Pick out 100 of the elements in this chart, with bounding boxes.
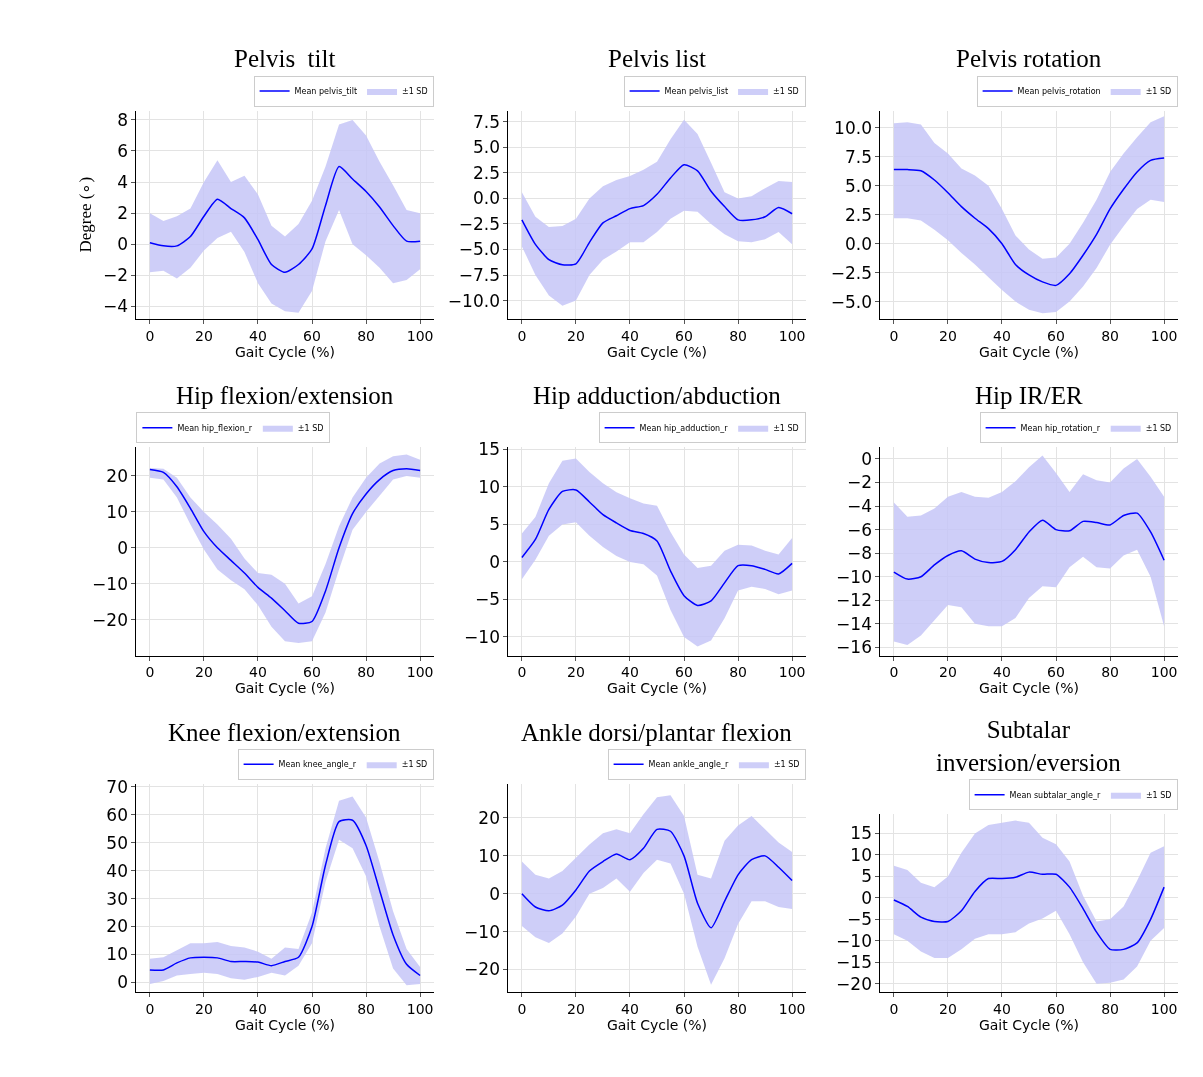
x-tick-label: 100 <box>1150 1001 1178 1018</box>
x-tick-label: 0 <box>889 327 899 344</box>
x-tick-label: 40 <box>993 1001 1011 1018</box>
legend-label: Mean ankle_angle_r <box>648 760 729 770</box>
x-tick-label: 100 <box>1150 327 1178 344</box>
y-tick-label: 10 <box>478 845 500 866</box>
legend-label: ±1 SD <box>297 423 324 433</box>
y-tick-label: 60 <box>106 804 128 825</box>
y-tick-label: −14 <box>836 613 872 634</box>
x-tick-label: 60 <box>675 1001 693 1018</box>
y-tick-label: −5 <box>846 909 872 930</box>
y-tick-label: −4 <box>846 496 872 517</box>
x-tick-label: 20 <box>939 1001 957 1018</box>
y-tick-label: 40 <box>106 860 128 881</box>
line-series <box>149 165 421 274</box>
y-tick-label: −2 <box>846 472 872 493</box>
x-axis-title: Gait Cycle (%) <box>606 1017 708 1034</box>
legend-label: Mean knee_angle_r <box>278 760 357 770</box>
x-tick-label: 80 <box>357 1001 375 1018</box>
y-tick-label: 2.5 <box>844 204 872 225</box>
x-tick-label: 20 <box>195 1001 213 1018</box>
x-tick-label: 100 <box>778 327 806 344</box>
x-tick-label: 100 <box>778 1001 806 1018</box>
x-tick-label: 20 <box>195 327 213 344</box>
y-tick-label: 6 <box>117 140 128 161</box>
x-tick-label: 80 <box>1101 664 1119 681</box>
x-axis-title: Gait Cycle (%) <box>606 680 708 697</box>
y-tick-label: 20 <box>106 465 128 486</box>
x-tick-label: 40 <box>621 327 639 344</box>
x-tick-label: 80 <box>729 327 747 344</box>
line-series <box>893 157 1165 287</box>
x-tick-label: 80 <box>357 327 375 344</box>
x-axis-title: Gait Cycle (%) <box>606 343 708 360</box>
legend-label: Mean pelvis_tilt <box>294 87 358 97</box>
y-tick-label: 30 <box>106 888 128 909</box>
y-tick-label: 4 <box>117 172 128 193</box>
legend-label: ±1 SD <box>773 87 799 97</box>
y-tick-label: 0 <box>861 448 872 469</box>
y-tick-label: 0.0 <box>844 233 872 254</box>
x-axis-title: Gait Cycle (%) <box>978 680 1080 697</box>
y-tick-label: −5.0 <box>830 291 872 312</box>
y-tick-label: 7.5 <box>472 111 500 132</box>
y-tick-label: 8 <box>117 109 128 130</box>
y-tick-label: 2 <box>117 203 128 224</box>
chart-title: Pelvis rotation <box>956 45 1102 72</box>
x-tick-label: 60 <box>675 664 693 681</box>
y-axis-title: Degree (∘) <box>76 176 96 253</box>
x-tick-label: 60 <box>675 327 693 344</box>
y-tick-label: −10 <box>836 930 872 951</box>
x-tick-label: 80 <box>1101 1001 1119 1018</box>
y-tick-label: −2.5 <box>830 262 872 283</box>
y-tick-label: −10.0 <box>447 290 500 311</box>
legend-label: ±1 SD <box>401 760 428 770</box>
y-tick-label: 0 <box>489 883 500 904</box>
line-series <box>893 871 1165 951</box>
y-tick-label: −6 <box>846 519 872 540</box>
legend-label: ±1 SD <box>1145 790 1172 800</box>
legend-label: ±1 SD <box>402 87 428 97</box>
y-tick-label: 10 <box>106 944 128 965</box>
y-tick-label: 0 <box>861 887 872 908</box>
x-tick-label: 100 <box>406 1001 434 1018</box>
y-tick-label: −2.5 <box>458 213 500 234</box>
x-tick-label: 40 <box>249 1001 267 1018</box>
y-tick-label: 15 <box>850 823 872 844</box>
x-axis-title: Gait Cycle (%) <box>234 680 336 697</box>
x-tick-label: 40 <box>621 1001 639 1018</box>
x-tick-label: 0 <box>145 327 155 344</box>
y-tick-label: −5 <box>474 589 500 610</box>
x-tick-label: 0 <box>889 664 899 681</box>
y-tick-label: −15 <box>836 952 872 973</box>
x-tick-label: 20 <box>195 664 213 681</box>
line-series <box>521 828 793 929</box>
y-tick-label: −12 <box>836 590 872 611</box>
x-tick-label: 0 <box>145 664 155 681</box>
chart-title: Knee flexion/extension <box>168 719 402 746</box>
y-tick-label: −10 <box>464 921 500 942</box>
legend-label: Mean hip_flexion_r <box>177 423 253 433</box>
y-tick-label: 20 <box>106 916 128 937</box>
chart-title: Pelvis tilt <box>234 45 336 72</box>
x-tick-label: 40 <box>993 327 1011 344</box>
y-tick-label: 20 <box>478 807 500 828</box>
x-tick-label: 60 <box>1047 664 1065 681</box>
legend-label: ±1 SD <box>773 423 799 433</box>
y-tick-label: −10 <box>464 626 500 647</box>
y-tick-label: 15 <box>478 439 500 460</box>
x-tick-label: 100 <box>1150 664 1178 681</box>
y-tick-label: −2 <box>102 265 128 286</box>
x-axis-title: Gait Cycle (%) <box>978 343 1080 360</box>
y-tick-label: −8 <box>846 543 872 564</box>
legend-label: ±1 SD <box>1145 87 1172 97</box>
y-tick-label: 0 <box>489 551 500 572</box>
y-tick-label: −4 <box>102 296 128 317</box>
legend-label: Mean hip_adduction_r <box>639 423 729 433</box>
x-tick-label: 0 <box>517 1001 527 1018</box>
x-tick-label: 40 <box>621 664 639 681</box>
y-tick-label: −10 <box>836 566 872 587</box>
chart-title: Hip flexion/extension <box>176 382 394 409</box>
line-series <box>521 488 793 607</box>
legend-label: Mean subtalar_angle_r <box>1009 790 1101 800</box>
x-tick-label: 20 <box>567 664 585 681</box>
